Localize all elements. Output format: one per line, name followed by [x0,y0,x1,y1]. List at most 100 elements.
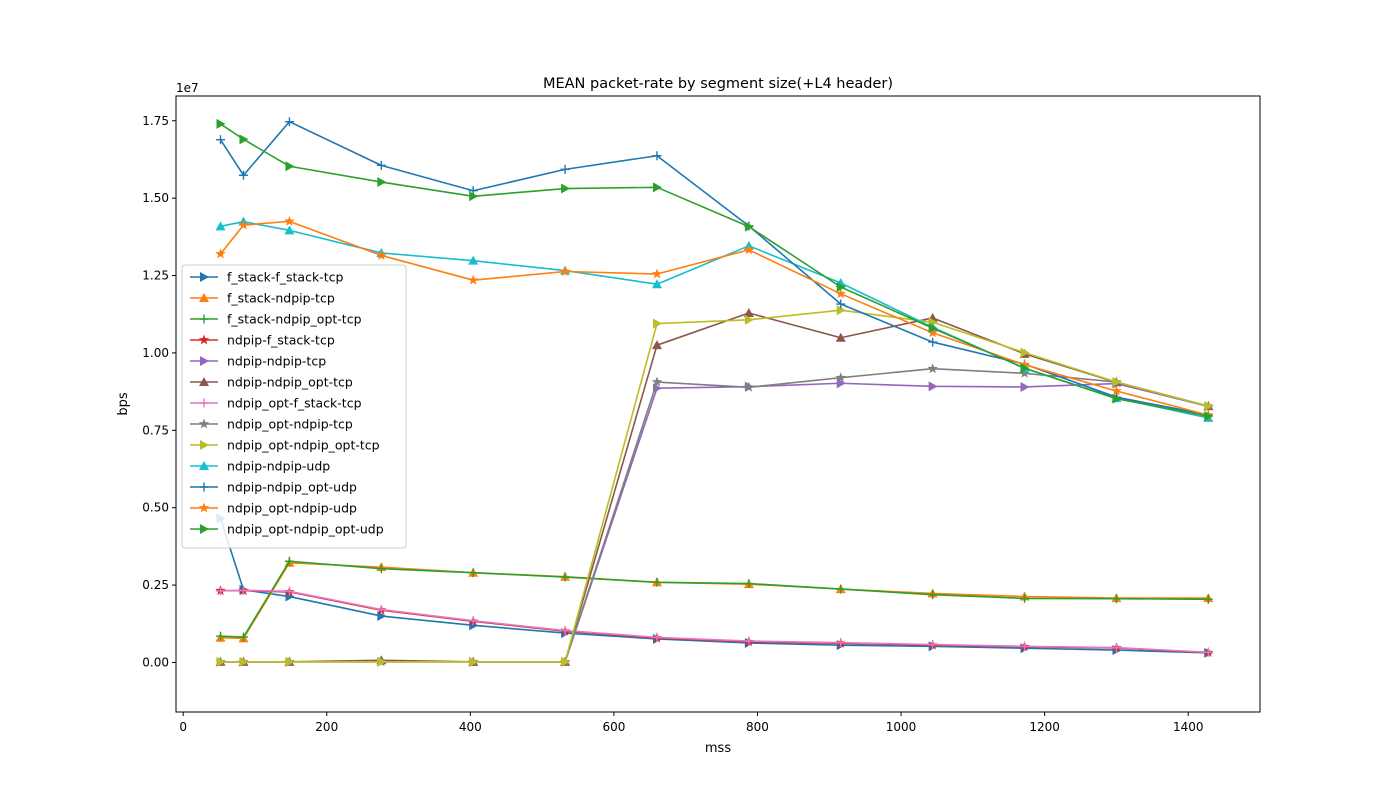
legend-marker [200,440,209,450]
legend-marker [199,482,209,492]
legend-marker [200,524,209,534]
legend-item: ndpip_opt-ndpip-udp [190,501,357,516]
legend-item: ndpip-ndpip-tcp [190,354,326,369]
y-tick-label: 1.25 [142,269,169,283]
data-point [1204,411,1214,422]
data-point [561,183,571,194]
data-point [285,161,295,172]
legend-label: f_stack-f_stack-tcp [227,270,343,285]
series-f_stack-ndpip_opt-tcp [216,556,1213,642]
legend-label: ndpip-ndpip-udp [227,459,330,474]
data-point [238,632,248,642]
data-point [1019,359,1030,370]
data-point [376,605,386,615]
legend-marker [199,293,209,302]
legend-item: ndpip-f_stack-tcp [190,333,335,348]
series-ndpip_opt-f_stack-tcp [216,585,1213,657]
legend-label: ndpip_opt-ndpip-udp [227,501,357,516]
data-point [743,381,755,392]
legend-item: ndpip_opt-ndpip_opt-tcp [190,438,380,453]
legend-marker [198,418,210,429]
legend-label: ndpip_opt-f_stack-tcp [227,396,362,411]
y-offset-label: 1e7 [176,81,199,95]
data-point [1112,377,1122,388]
data-point [652,151,662,161]
data-point [928,381,938,392]
data-point [216,118,226,129]
data-point [1020,593,1030,603]
x-axis-label: mss [705,741,731,756]
x-tick-label: 400 [459,720,482,734]
x-axis-ticks: 0 200 400 600 800 1000 1200 1400 [179,712,1203,734]
data-point [468,616,478,626]
data-point [651,340,662,350]
data-point [284,586,294,596]
data-point [928,337,938,347]
data-point [1111,594,1121,604]
y-tick-label: 0.75 [142,423,169,437]
legend-marker [199,314,209,324]
legend-label: ndpip_opt-ndpip-tcp [227,417,353,432]
legend-label: ndpip-ndpip_opt-udp [227,480,357,495]
legend-label: f_stack-ndpip_opt-tcp [227,312,362,327]
data-point [376,564,386,574]
data-point [216,586,226,596]
chart-title: MEAN packet-rate by segment size(+L4 hea… [543,76,893,92]
data-point [560,164,570,174]
legend-marker [199,461,209,470]
data-point [1020,347,1030,358]
data-point [284,117,294,127]
legend-label: ndpip_opt-ndpip_opt-tcp [227,438,380,453]
data-point [651,376,663,387]
data-point [1204,401,1214,412]
data-point [651,268,663,279]
data-point [836,299,846,309]
data-point [560,626,570,636]
data-point [239,134,249,145]
data-point [1020,641,1030,651]
legend-label: ndpip-f_stack-tcp [227,333,335,348]
data-point [651,279,662,289]
legend-marker [200,272,209,282]
data-point [1203,594,1213,604]
data-point [377,177,387,188]
y-axis-ticks: 0.00 0.25 0.50 0.75 1.00 1.25 1.50 1.75 [142,114,176,669]
legend-item: ndpip-ndpip-udp [190,459,330,474]
data-point [652,632,662,642]
x-tick-label: 600 [602,720,625,734]
y-axis-label: bps [116,392,131,416]
data-point [652,318,662,329]
data-point [744,636,754,646]
data-point [215,221,226,231]
data-point [284,215,295,226]
data-point [1020,363,1030,374]
plot-frame [175,95,1261,713]
data-point [928,640,938,650]
data-point [928,323,938,334]
legend-item: ndpip_opt-ndpip-tcp [190,417,353,432]
data-point [216,135,226,145]
legend-item: ndpip_opt-f_stack-tcp [190,396,362,411]
data-point [1111,385,1122,396]
data-point [1112,393,1122,404]
series-ndpip_opt-ndpip_opt-tcp [216,305,1214,667]
legend-marker [199,377,209,386]
data-point [559,266,571,276]
data-point [215,248,226,259]
data-point [744,314,754,325]
x-tick-label: 1400 [1173,720,1204,734]
x-tick-label: 200 [315,720,338,734]
x-tick-label: 0 [179,720,187,734]
series-ndpip_opt-ndpip_opt-udp [216,118,1214,422]
data-point [927,363,938,374]
data-point [284,556,294,566]
data-point [376,160,386,170]
legend-label: ndpip_opt-ndpip_opt-udp [227,522,384,537]
x-tick-label: 1000 [886,720,917,734]
data-point [652,182,662,193]
data-point [743,307,754,317]
legend-item: f_stack-ndpip-tcp [190,291,335,306]
data-point [744,579,754,589]
data-point [469,656,479,667]
